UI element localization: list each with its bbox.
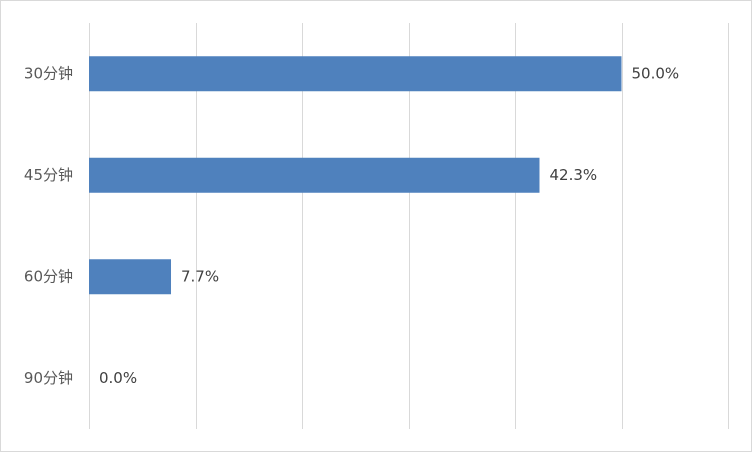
category-labels: 30分钟 45分钟 60分钟 90分钟: [24, 64, 73, 387]
data-label: 7.7%: [181, 267, 219, 285]
category-label: 30分钟: [24, 64, 73, 82]
data-labels: 50.0% 42.3% 7.7% 0.0%: [99, 64, 679, 387]
data-label: 50.0%: [632, 64, 680, 82]
category-label: 60分钟: [24, 267, 73, 285]
data-label: 0.0%: [99, 369, 137, 387]
bars: [89, 56, 622, 295]
data-label: 42.3%: [549, 166, 597, 184]
category-label: 45分钟: [24, 166, 73, 184]
bar: [89, 157, 540, 193]
bar: [89, 56, 622, 92]
bar: [89, 259, 172, 295]
category-label: 90分钟: [24, 369, 73, 387]
